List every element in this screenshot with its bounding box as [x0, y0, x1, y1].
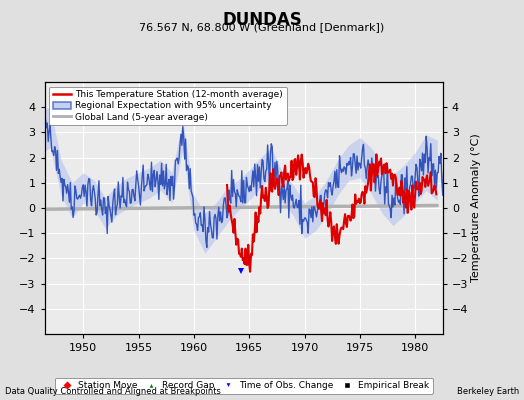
- Text: 76.567 N, 68.800 W (Greenland [Denmark]): 76.567 N, 68.800 W (Greenland [Denmark]): [139, 22, 385, 32]
- Y-axis label: Temperature Anomaly (°C): Temperature Anomaly (°C): [471, 134, 481, 282]
- Text: Data Quality Controlled and Aligned at Breakpoints: Data Quality Controlled and Aligned at B…: [5, 387, 221, 396]
- Text: DUNDAS: DUNDAS: [222, 11, 302, 29]
- Text: Berkeley Earth: Berkeley Earth: [456, 387, 519, 396]
- Legend: Station Move, Record Gap, Time of Obs. Change, Empirical Break: Station Move, Record Gap, Time of Obs. C…: [55, 378, 432, 394]
